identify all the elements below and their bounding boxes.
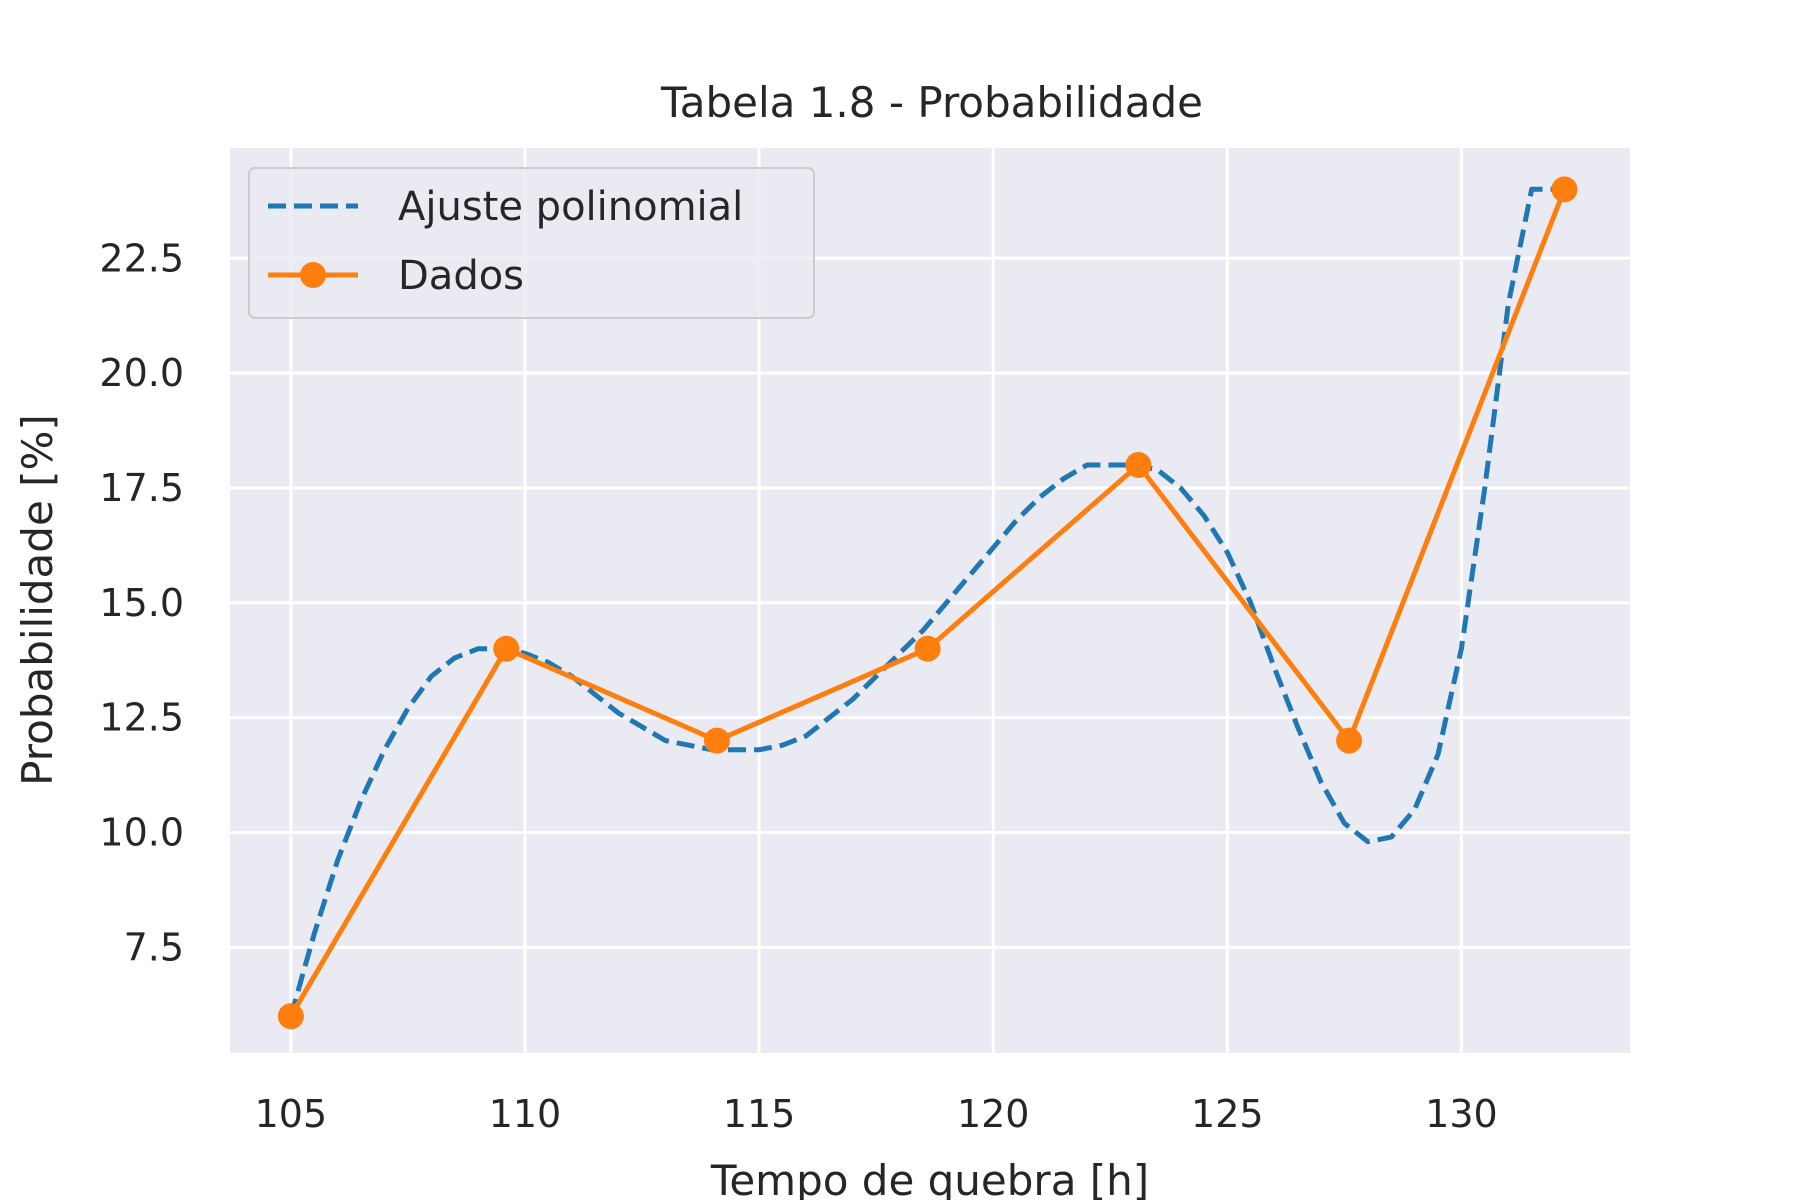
y-axis-label: Probabilidade [%] xyxy=(13,414,62,786)
data-point xyxy=(914,635,941,662)
x-tick-label: 115 xyxy=(723,1092,796,1136)
data-point xyxy=(493,635,520,662)
y-tick-label: 17.5 xyxy=(99,466,184,510)
x-tick-label: 130 xyxy=(1425,1092,1498,1136)
series-layer xyxy=(277,176,1578,1030)
data-point xyxy=(277,1003,304,1030)
legend-label-ajuste: Ajuste polinomial xyxy=(398,184,743,230)
x-tick-label: 105 xyxy=(255,1092,328,1136)
y-tick-label: 12.5 xyxy=(99,696,184,740)
legend-label-dados: Dados xyxy=(398,253,524,299)
legend-marker-dados xyxy=(300,262,326,288)
chart-title: Tabela 1.8 - Probabilidade xyxy=(660,78,1203,127)
y-tick-labels: 7.5 10.0 12.5 15.0 17.5 20.0 22.5 xyxy=(99,236,184,969)
data-point xyxy=(1125,451,1152,478)
data-point xyxy=(1336,727,1363,754)
x-tick-label: 110 xyxy=(489,1092,562,1136)
y-tick-label: 15.0 xyxy=(99,581,184,625)
y-tick-label: 10.0 xyxy=(99,810,184,854)
y-tick-label: 20.0 xyxy=(99,351,184,395)
legend-box xyxy=(248,167,815,319)
x-tick-label: 125 xyxy=(1191,1092,1264,1136)
x-tick-label: 120 xyxy=(957,1092,1030,1136)
data-point xyxy=(1551,176,1578,203)
x-axis-label: Tempo de quebra [h] xyxy=(710,1156,1149,1200)
y-tick-label: 22.5 xyxy=(99,236,184,280)
data-point xyxy=(703,727,730,754)
legend: Ajuste polinomial Dados xyxy=(248,167,815,319)
y-tick-label: 7.5 xyxy=(124,925,184,969)
x-tick-labels: 105 110 115 120 125 130 xyxy=(255,1092,1498,1136)
